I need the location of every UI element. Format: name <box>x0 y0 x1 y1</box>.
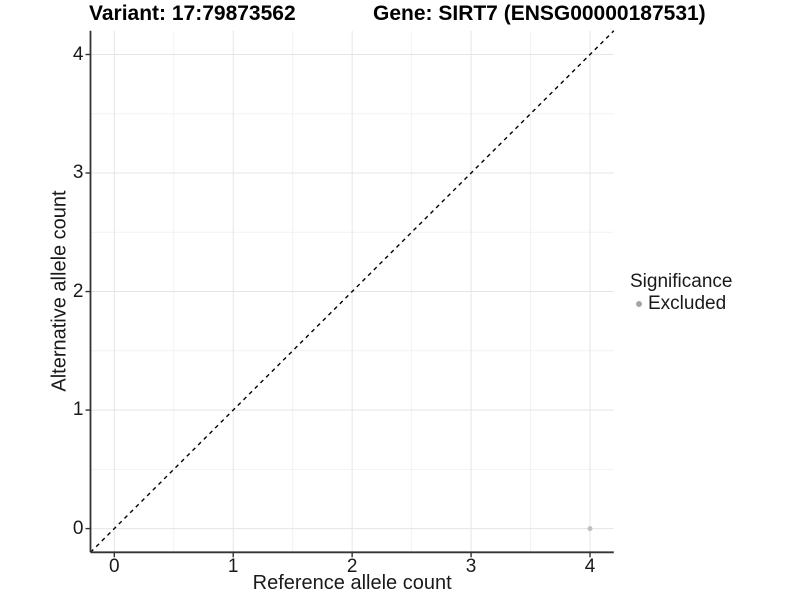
x-tick-label-1: 1 <box>227 556 239 578</box>
legend-item-label: Excluded <box>648 293 727 314</box>
y-tick-label-0: 0 <box>72 517 84 539</box>
variant-title: Variant: 17:79873562 <box>89 2 296 25</box>
identity-reference-line <box>90 30 615 553</box>
y-tick-label-3: 3 <box>72 162 84 184</box>
x-tick-label-2: 2 <box>346 556 358 578</box>
legend-point-icon <box>636 301 642 307</box>
x-tick-label-0: 0 <box>108 556 120 578</box>
legend-item-excluded: Excluded <box>630 293 732 315</box>
y-tick-label-4: 4 <box>72 43 84 65</box>
x-tick-label-4: 4 <box>584 556 596 578</box>
y-axis-title: Alternative allele count <box>48 190 71 392</box>
data-point-excluded <box>587 526 593 532</box>
y-tick-label-1: 1 <box>72 399 84 421</box>
legend-title: Significance <box>630 271 733 292</box>
legend: Significance Excluded <box>630 271 732 315</box>
gene-title: Gene: SIRT7 (ENSG00000187531) <box>373 2 706 25</box>
y-tick-label-2: 2 <box>72 280 84 302</box>
x-axis-title: Reference allele count <box>252 572 452 594</box>
x-tick-label-3: 3 <box>465 556 477 578</box>
